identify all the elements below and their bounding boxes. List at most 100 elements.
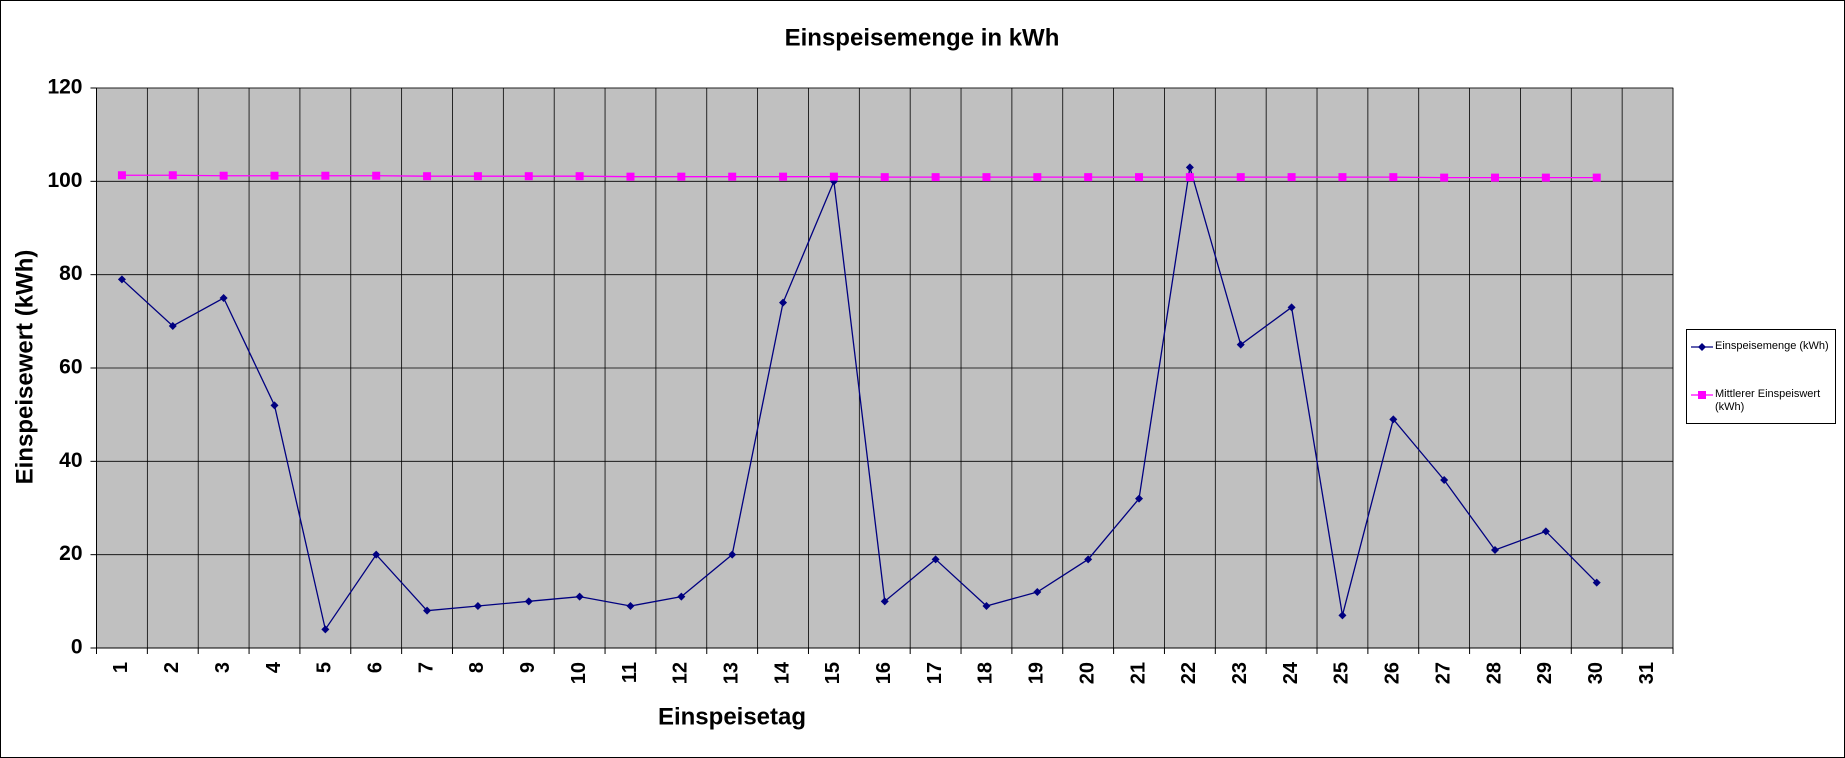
marker bbox=[626, 602, 635, 610]
marker bbox=[1287, 303, 1296, 312]
marker bbox=[728, 172, 737, 181]
marker bbox=[1338, 173, 1347, 182]
y-tick-label: 120 bbox=[47, 76, 82, 99]
marker bbox=[1287, 173, 1296, 182]
x-tick-label: 14 bbox=[771, 661, 793, 684]
marker bbox=[1084, 173, 1093, 182]
x-tick-label: 17 bbox=[924, 662, 946, 684]
marker bbox=[270, 171, 279, 180]
x-tick-label: 6 bbox=[364, 662, 386, 673]
x-tick-label: 30 bbox=[1585, 662, 1607, 684]
y-tick-label: 80 bbox=[59, 262, 82, 285]
marker bbox=[117, 171, 126, 180]
legend-entry: Mittlerer Einspeiswert (kWh) bbox=[1691, 388, 1835, 414]
x-tick-label: 28 bbox=[1483, 662, 1505, 684]
marker bbox=[1236, 173, 1245, 182]
marker bbox=[829, 172, 838, 181]
y-tick-label: 0 bbox=[71, 636, 83, 659]
marker bbox=[779, 172, 788, 181]
marker bbox=[880, 597, 889, 606]
marker bbox=[1084, 555, 1093, 564]
marker bbox=[1135, 173, 1144, 182]
marker bbox=[677, 172, 686, 181]
x-tick-label: 16 bbox=[873, 662, 895, 684]
x-tick-label: 12 bbox=[670, 662, 692, 684]
x-tick-label: 26 bbox=[1382, 662, 1404, 684]
marker bbox=[1541, 173, 1550, 182]
marker bbox=[423, 606, 432, 615]
marker bbox=[1541, 527, 1550, 536]
x-tick-label: 19 bbox=[1026, 662, 1048, 684]
marker bbox=[1236, 340, 1245, 349]
x-tick-label: 22 bbox=[1178, 662, 1200, 684]
marker bbox=[473, 172, 482, 181]
legend-label: Einspeisemenge (kWh) bbox=[1715, 340, 1829, 352]
x-tick-label: 11 bbox=[619, 662, 641, 683]
legend-entry: Einspeisemenge (kWh) bbox=[1691, 340, 1835, 353]
x-tick-label: 23 bbox=[1229, 662, 1251, 684]
y-axis-title: Einspeisewert (kWh) bbox=[11, 250, 38, 485]
marker bbox=[372, 550, 381, 559]
marker bbox=[1185, 173, 1194, 182]
marker bbox=[677, 592, 686, 601]
marker bbox=[473, 602, 482, 610]
marker bbox=[168, 322, 177, 330]
legend-swatch bbox=[1691, 343, 1713, 351]
marker bbox=[1389, 415, 1398, 424]
marker bbox=[321, 625, 330, 634]
marker bbox=[1185, 163, 1194, 172]
chart-title: Einspeisemenge in kWh bbox=[785, 24, 1060, 51]
x-tick-label: 31 bbox=[1636, 662, 1658, 684]
legend-marker bbox=[1698, 343, 1706, 351]
marker bbox=[575, 592, 584, 601]
x-tick-label: 13 bbox=[720, 662, 742, 684]
x-tick-label: 29 bbox=[1534, 662, 1556, 684]
marker bbox=[1592, 173, 1601, 182]
y-tick-label: 20 bbox=[59, 542, 82, 565]
x-tick-label: 7 bbox=[415, 662, 437, 673]
x-tick-label: 2 bbox=[161, 662, 183, 673]
marker bbox=[982, 173, 991, 182]
y-tick-label: 40 bbox=[59, 449, 82, 472]
marker bbox=[626, 172, 635, 181]
marker bbox=[1135, 494, 1144, 503]
x-tick-label: 1 bbox=[110, 662, 132, 673]
marker bbox=[524, 172, 533, 181]
x-tick-label: 25 bbox=[1331, 662, 1353, 684]
marker bbox=[982, 602, 991, 610]
x-tick-label: 5 bbox=[314, 662, 336, 673]
marker bbox=[931, 555, 940, 564]
marker bbox=[321, 171, 330, 180]
marker bbox=[1338, 611, 1347, 620]
marker bbox=[1033, 588, 1042, 596]
legend-label: Mittlerer Einspeiswert (kWh) bbox=[1715, 388, 1821, 413]
marker bbox=[931, 173, 940, 182]
marker bbox=[575, 172, 584, 181]
y-tick-label: 60 bbox=[59, 356, 82, 379]
x-tick-label: 9 bbox=[517, 662, 539, 673]
x-tick-label: 3 bbox=[212, 662, 234, 673]
marker bbox=[524, 597, 533, 606]
marker bbox=[1389, 173, 1398, 182]
marker bbox=[372, 171, 381, 180]
x-tick-label: 18 bbox=[975, 662, 997, 684]
legend-swatch bbox=[1691, 391, 1713, 399]
x-axis-title: Einspeisetag bbox=[658, 703, 806, 730]
series-line bbox=[121, 167, 1598, 631]
x-tick-label: 15 bbox=[822, 662, 844, 684]
marker bbox=[880, 173, 889, 182]
x-tick-label: 24 bbox=[1280, 661, 1302, 684]
x-tick-label: 20 bbox=[1076, 662, 1098, 684]
y-tick-label: 100 bbox=[47, 169, 82, 192]
x-tick-label: 8 bbox=[466, 662, 488, 673]
marker bbox=[423, 172, 432, 181]
marker bbox=[728, 550, 737, 559]
x-tick-label: 4 bbox=[263, 661, 285, 673]
x-tick-label: 27 bbox=[1432, 662, 1454, 684]
legend-marker bbox=[1698, 391, 1706, 399]
marker bbox=[1440, 173, 1449, 182]
series-line bbox=[121, 174, 1597, 179]
x-tick-label: 10 bbox=[568, 662, 590, 684]
